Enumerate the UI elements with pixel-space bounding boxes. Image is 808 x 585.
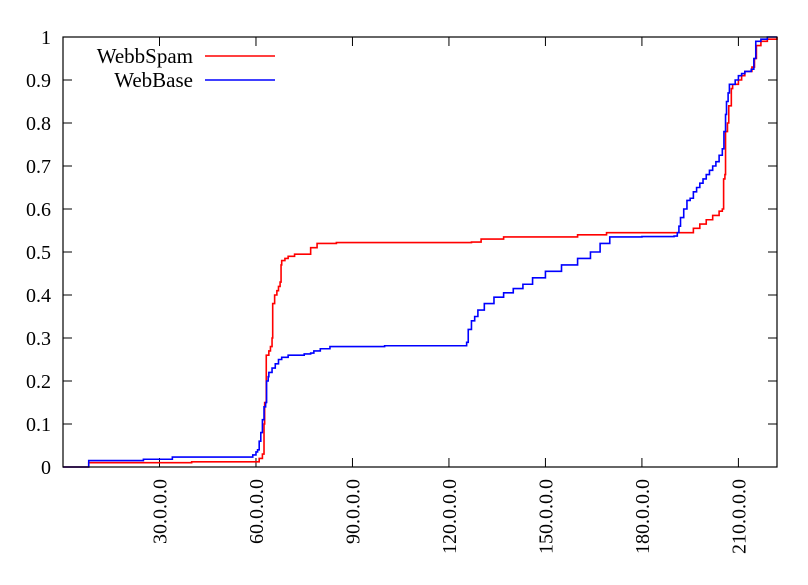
legend-label-webbase: WebBase (114, 68, 193, 92)
y-tick-label: 0.1 (26, 414, 51, 436)
x-tick-label: 180.0.0.0 (632, 479, 654, 554)
x-tick-label: 30.0.0.0 (149, 479, 171, 544)
x-axis-tick-labels: 30.0.0.0 60.0.0.0 90.0.0.0 120.0.0.0 150.0.0… (149, 479, 750, 554)
y-tick-label: 0.8 (26, 113, 51, 135)
series-line-webbspam (63, 37, 778, 468)
y-tick-label: 0.3 (26, 328, 51, 350)
chart-series (63, 36, 778, 468)
y-tick-label: 0.9 (26, 70, 51, 92)
legend-label-webbspam: WebbSpam (97, 44, 193, 68)
x-tick-label: 90.0.0.0 (342, 479, 364, 544)
y-tick-label: 0.2 (26, 371, 51, 393)
y-tick-label: 0 (41, 457, 51, 479)
y-tick-label: 0.7 (26, 156, 51, 178)
y-tick-label: 1 (41, 27, 51, 49)
axis-ticks (63, 36, 777, 468)
x-tick-label: 210.0.0.0 (728, 479, 750, 554)
x-tick-label: 60.0.0.0 (246, 479, 268, 544)
y-tick-label: 0.4 (26, 285, 51, 307)
series-line-webbase (63, 36, 777, 468)
x-tick-label: 120.0.0.0 (439, 479, 461, 554)
x-tick-label: 150.0.0.0 (535, 479, 557, 554)
y-tick-label: 0.5 (26, 242, 51, 264)
plot-frame (62, 36, 778, 468)
y-tick-label: 0.6 (26, 199, 51, 221)
y-axis-tick-labels: 0 0.1 0.2 0.3 0.4 0.5 0.6 0.7 0.8 0.9 1 (26, 27, 51, 479)
